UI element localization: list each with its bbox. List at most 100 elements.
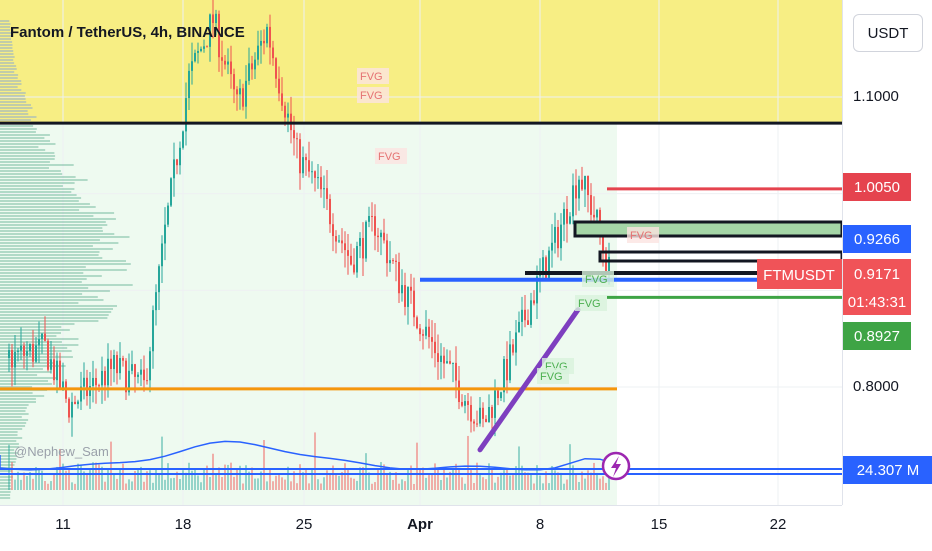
volume-bar bbox=[53, 474, 55, 490]
volume-profile-bar bbox=[0, 251, 100, 253]
volume-bar bbox=[479, 475, 481, 490]
volume-profile-bar bbox=[0, 263, 131, 265]
candle-body bbox=[269, 27, 271, 48]
volume-bar bbox=[200, 482, 202, 490]
candle-body bbox=[587, 176, 589, 195]
volume-bar bbox=[131, 481, 133, 490]
candle-body bbox=[332, 224, 334, 236]
candle-body bbox=[365, 222, 367, 259]
volume-profile-bar bbox=[0, 428, 22, 430]
volume-profile-bar bbox=[0, 413, 29, 415]
volume-bar bbox=[278, 474, 280, 490]
candle-body bbox=[200, 49, 202, 51]
volume-bar bbox=[434, 463, 436, 490]
candle-body bbox=[266, 27, 268, 43]
volume-profile-bar bbox=[0, 242, 118, 244]
candle-body bbox=[392, 260, 394, 261]
candle-body bbox=[131, 364, 133, 371]
price-marker-1-0050: 1.0050 bbox=[843, 173, 911, 201]
volume-profile-bar bbox=[0, 437, 22, 439]
volume-profile-bar bbox=[0, 155, 55, 157]
volume-bar bbox=[560, 473, 562, 490]
volume-profile-bar bbox=[0, 41, 12, 43]
fvg-label: FVG bbox=[585, 274, 608, 286]
volume-bar bbox=[386, 475, 388, 490]
price-marker-0-9266: 0.9266 bbox=[843, 225, 911, 253]
candle-body bbox=[137, 375, 139, 377]
volume-bar bbox=[92, 462, 94, 490]
volume-bar bbox=[188, 463, 190, 490]
volume-profile-bar bbox=[0, 305, 117, 307]
volume-profile-bar bbox=[0, 71, 14, 73]
volume-profile-bar bbox=[0, 407, 27, 409]
candle-body bbox=[245, 81, 247, 107]
volume-profile-bar bbox=[0, 92, 26, 94]
candle-body bbox=[248, 63, 250, 80]
time-tick-label: 15 bbox=[651, 516, 668, 533]
candle-body bbox=[164, 225, 166, 244]
volume-profile-bar bbox=[0, 461, 16, 463]
candle-body bbox=[263, 41, 265, 43]
candle-body bbox=[419, 328, 421, 334]
candle-body bbox=[281, 93, 283, 105]
volume-bar bbox=[467, 436, 469, 490]
volume-bar bbox=[365, 453, 367, 490]
currency-button[interactable]: USDT bbox=[853, 14, 923, 52]
candle-body bbox=[497, 391, 499, 398]
volume-bar bbox=[50, 481, 52, 490]
volume-profile-bar bbox=[0, 20, 9, 22]
volume-profile-bar bbox=[0, 302, 78, 304]
volume-profile-bar bbox=[0, 149, 45, 151]
candle-body bbox=[233, 74, 235, 89]
fvg-label: FVG bbox=[630, 230, 653, 242]
candle-body bbox=[194, 53, 196, 61]
time-tick-label: 22 bbox=[770, 516, 787, 533]
candle-body bbox=[41, 334, 43, 339]
candle-body bbox=[74, 402, 76, 404]
candle-body bbox=[560, 225, 562, 249]
candle-body bbox=[515, 332, 517, 352]
volume-profile-bar bbox=[0, 164, 74, 166]
chart-area[interactable]: FVG FVG FVG FVG FVG FVG FVG FVG FTMUSDT Fantom /… bbox=[0, 0, 842, 505]
candle-body bbox=[35, 345, 37, 361]
volume-profile-bar bbox=[0, 23, 11, 25]
volume-profile-bar bbox=[0, 77, 18, 79]
volume-profile-bar bbox=[0, 254, 99, 256]
volume-bar bbox=[446, 477, 448, 490]
candle-body bbox=[443, 356, 445, 364]
volume-profile-bar bbox=[0, 44, 13, 46]
volume-profile-bar bbox=[0, 332, 61, 334]
volume-profile-bar bbox=[0, 425, 25, 427]
volume-profile-bar bbox=[0, 434, 18, 436]
candle-body bbox=[320, 177, 322, 189]
candle-body bbox=[566, 209, 568, 224]
candle-body bbox=[191, 61, 193, 71]
candle-body bbox=[446, 361, 448, 363]
volume-bar bbox=[272, 481, 274, 490]
candle-body bbox=[449, 361, 451, 364]
volume-bar bbox=[356, 481, 358, 490]
volume-profile-bar bbox=[0, 278, 87, 280]
candle-body bbox=[77, 402, 79, 405]
candle-body bbox=[416, 317, 418, 328]
volume-profile-bar bbox=[0, 368, 43, 370]
candle-body bbox=[383, 233, 385, 241]
volume-bar bbox=[485, 479, 487, 490]
time-axis[interactable]: 11 18 25 Apr 8 15 22 bbox=[0, 505, 842, 551]
volume-profile-bar bbox=[0, 83, 22, 85]
volume-profile-bar bbox=[0, 248, 113, 250]
volume-bar bbox=[122, 464, 124, 490]
candle-body bbox=[239, 88, 241, 94]
volume-bar bbox=[413, 484, 415, 490]
price-axis[interactable]: USDT 1.1000 0.8000 1.0050 0.9266 0.9171 … bbox=[842, 0, 932, 505]
volume-bar bbox=[347, 470, 349, 490]
volume-profile-bar bbox=[0, 95, 25, 97]
volume-bar bbox=[11, 462, 13, 490]
candle-body bbox=[380, 233, 382, 237]
volume-bar bbox=[158, 473, 160, 490]
volume-bar bbox=[530, 473, 532, 490]
candle-body bbox=[473, 421, 475, 423]
candle-body bbox=[197, 51, 199, 53]
candle-body bbox=[56, 361, 58, 381]
